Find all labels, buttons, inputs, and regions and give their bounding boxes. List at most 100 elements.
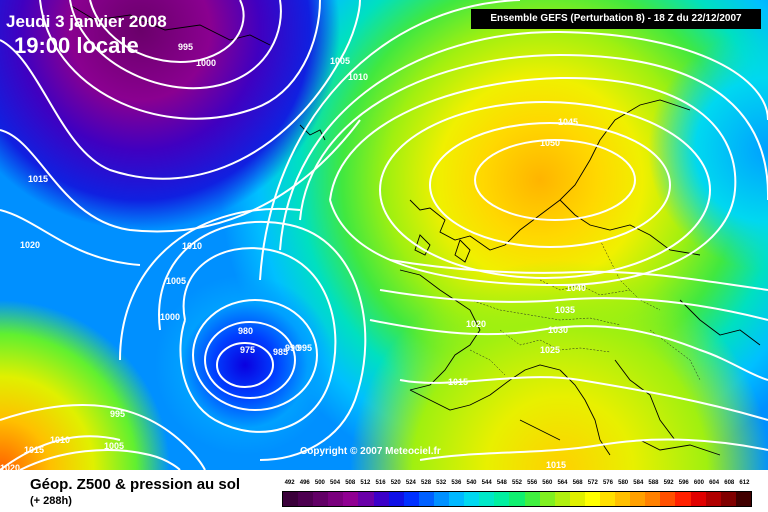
scale-swatch (569, 492, 585, 506)
scale-swatch (328, 492, 344, 506)
scale-label: 580 (618, 480, 629, 486)
color-scale-bar (282, 491, 752, 507)
isobar-label: 1050 (540, 138, 560, 148)
scale-swatch (690, 492, 706, 506)
scale-swatch (509, 492, 525, 506)
forecast-time: 19:00 locale (14, 33, 139, 58)
scale-swatch (645, 492, 661, 506)
scale-label: 520 (390, 480, 401, 486)
scale-label: 560 (542, 480, 553, 486)
scale-swatch (388, 492, 404, 506)
color-scale-labels: 492 496 500 504 508 512 516 520 524 528 532 536 540 5… (282, 480, 752, 490)
isobar-label: 980 (238, 326, 253, 336)
scale-label: 508 (345, 480, 356, 486)
scale-label: 608 (724, 480, 735, 486)
scale-swatch (630, 492, 646, 506)
scale-label: 532 (436, 480, 447, 486)
scale-swatch (524, 492, 540, 506)
legend-title: Géop. Z500 & pression au sol (30, 476, 241, 493)
scale-label: 612 (739, 480, 750, 486)
scale-label: 496 (299, 480, 310, 486)
scale-swatch (735, 492, 751, 506)
scale-swatch (358, 492, 374, 506)
forecast-date: Jeudi 3 janvier 2008 (6, 12, 167, 31)
scale-swatch (449, 492, 465, 506)
scale-label: 556 (527, 480, 538, 486)
legend-panel: Géop. Z500 & pression au sol (+ 288h) 49… (0, 470, 768, 512)
scale-swatch (418, 492, 434, 506)
scale-swatch (464, 492, 480, 506)
isobar-label: 1035 (555, 305, 575, 315)
isobar-label: 1010 (50, 435, 70, 445)
scale-swatch (403, 492, 419, 506)
scale-swatch (615, 492, 631, 506)
isobar-label: 1010 (348, 72, 368, 82)
scale-label: 604 (709, 480, 720, 486)
scale-label: 512 (360, 480, 371, 486)
scale-swatch (675, 492, 691, 506)
isobar-label: 1025 (540, 345, 560, 355)
isobar-label: 1030 (548, 325, 568, 335)
scale-label: 536 (451, 480, 462, 486)
isobar-label: 995 (178, 42, 193, 52)
scale-label: 576 (602, 480, 613, 486)
scale-swatch (494, 492, 510, 506)
isobar-label: 975 (240, 345, 255, 355)
scale-swatch (298, 492, 314, 506)
copyright-text: Copyright © 2007 Meteociel.fr (300, 446, 441, 457)
scale-swatch (373, 492, 389, 506)
scale-swatch (313, 492, 329, 506)
scale-label: 584 (633, 480, 644, 486)
coastlines (69, 4, 761, 456)
scale-label: 540 (466, 480, 477, 486)
scale-swatch (554, 492, 570, 506)
scale-label: 568 (572, 480, 583, 486)
scale-swatch (599, 492, 616, 506)
scale-label: 552 (511, 480, 523, 486)
scale-label: 600 (693, 480, 704, 486)
isobar-label: 1020 (466, 319, 486, 329)
scale-label: 592 (663, 480, 674, 486)
scale-swatch (539, 492, 555, 506)
scale-label: 492 (284, 480, 295, 486)
scale-swatch (433, 492, 450, 506)
scale-label: 564 (557, 480, 568, 486)
isobar-label: 1005 (166, 276, 186, 286)
isobar-label: 1045 (558, 117, 578, 127)
isobar-labels: 995 1000 1005 1010 1015 1020 1045 1050 1… (0, 42, 586, 470)
isobar-label: 1020 (20, 240, 40, 250)
isobar-label: 1015 (24, 445, 44, 455)
isobars (0, 0, 768, 470)
scale-label: 524 (405, 480, 416, 486)
scale-label: 572 (587, 480, 598, 486)
scale-swatch (479, 492, 495, 506)
isobar-label: 995 (110, 409, 125, 419)
scale-label: 588 (648, 480, 659, 486)
isobar-label: 985 (273, 347, 288, 357)
scale-swatch (584, 492, 600, 506)
scale-swatch (705, 492, 721, 506)
isobar-label: 1040 (566, 283, 586, 293)
scale-label: 596 (678, 480, 689, 486)
scale-label: 500 (314, 480, 325, 486)
isobar-label: 1005 (330, 56, 350, 66)
scale-swatch (343, 492, 359, 506)
isobar-label: 1015 (28, 174, 48, 184)
scale-label: 528 (421, 480, 432, 486)
weather-map: 995 1000 1005 1010 1015 1020 1045 1050 1… (0, 0, 768, 470)
isobar-label: 995 (297, 343, 312, 353)
scale-label: 548 (496, 480, 507, 486)
scale-label: 544 (481, 480, 492, 486)
isobar-label: 1020 (0, 463, 20, 470)
isobar-label: 1010 (182, 241, 202, 251)
scale-swatch (720, 492, 736, 506)
legend-subtitle: (+ 288h) (30, 495, 72, 507)
isobar-label: 1015 (448, 377, 468, 387)
isobar-label: 1000 (196, 58, 216, 68)
scale-label: 504 (330, 480, 341, 486)
isobar-label: 1015 (546, 460, 566, 470)
isobar-label: 990 (285, 343, 300, 353)
scale-swatch (660, 492, 676, 506)
isobar-label: 1005 (104, 441, 124, 451)
scale-label: 516 (375, 480, 386, 486)
